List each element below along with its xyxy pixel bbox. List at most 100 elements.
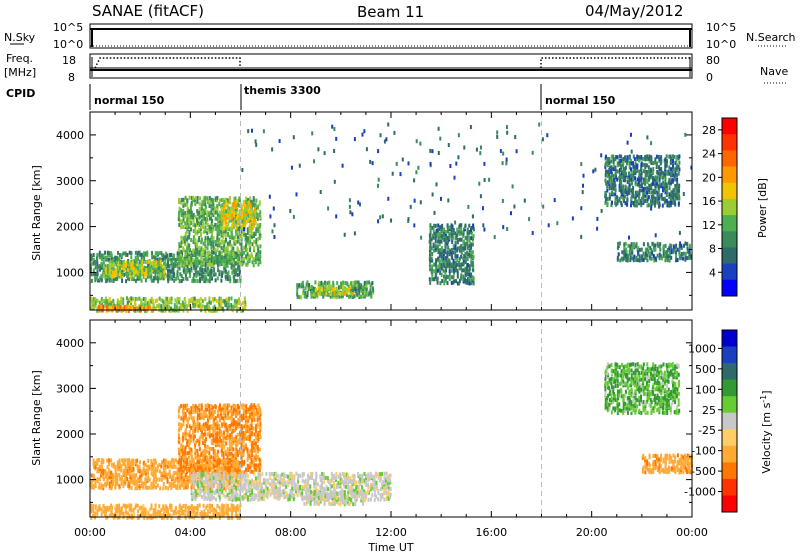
vel-cell — [168, 513, 171, 518]
vel-cell — [225, 436, 228, 441]
power-cell — [440, 229, 443, 234]
power-cell — [662, 250, 665, 255]
power-cell — [468, 269, 471, 274]
power-cell — [632, 169, 635, 174]
power-cell — [256, 216, 259, 221]
power-cell — [434, 244, 437, 249]
power-cell — [214, 256, 217, 260]
vel-cell — [108, 468, 111, 473]
power-cell — [230, 243, 233, 248]
power-cell — [447, 245, 450, 250]
power-cell — [655, 181, 658, 186]
vel-cell — [160, 464, 163, 469]
power-cell — [650, 173, 653, 178]
power-cell — [352, 281, 355, 285]
power-cell — [479, 151, 482, 156]
power-cell — [144, 300, 147, 305]
power-cell — [614, 174, 617, 179]
power-cell — [164, 266, 166, 271]
power-cell — [656, 175, 659, 180]
vel-cell — [231, 507, 234, 512]
vel-cell — [221, 472, 224, 477]
vel-cell — [114, 466, 117, 471]
vel-cell — [184, 412, 187, 416]
power-cell — [395, 161, 398, 166]
power-cell — [221, 272, 224, 277]
power-cell — [202, 261, 205, 265]
power-cell — [622, 167, 625, 172]
power-cell — [444, 256, 447, 260]
power-cell — [254, 260, 257, 265]
power-cell — [616, 201, 619, 206]
vel-cell — [162, 482, 165, 486]
vel-cell — [142, 460, 145, 465]
vel-cell — [216, 504, 219, 508]
power-cell — [247, 236, 250, 240]
power-cell — [258, 231, 261, 236]
power-cell — [462, 258, 465, 263]
vel-cell — [226, 453, 229, 458]
power-cell — [673, 173, 676, 178]
vel-cell — [128, 460, 131, 465]
power-cell — [664, 173, 667, 178]
vel-cell — [184, 472, 187, 477]
power-cell — [496, 134, 499, 139]
vel-cell — [232, 423, 235, 428]
power-cell — [429, 225, 432, 230]
power-cell — [343, 232, 346, 237]
vel-cell — [154, 471, 157, 476]
power-cell — [628, 188, 631, 193]
vel-cell — [218, 405, 221, 410]
power-cell — [247, 254, 249, 259]
vel-cell — [181, 451, 184, 456]
vel-cell — [189, 460, 192, 464]
power-cell — [140, 255, 143, 260]
power-cell — [182, 208, 185, 213]
vel-cell — [229, 471, 232, 476]
vel-cell — [216, 468, 219, 473]
vel-cell — [232, 428, 235, 433]
vel-cell — [225, 511, 228, 516]
vel-cell — [196, 462, 199, 466]
power-cell — [118, 300, 121, 305]
power-cell — [654, 160, 657, 165]
power-cell — [137, 274, 140, 279]
power-cell — [458, 223, 461, 228]
power-cell — [90, 255, 93, 260]
vel-cell — [193, 434, 196, 439]
vel-cell — [188, 446, 191, 451]
vel-cell — [198, 415, 201, 420]
power-cell — [437, 256, 440, 261]
power-cell — [625, 258, 628, 263]
power-cell — [296, 288, 299, 293]
power-cell — [438, 267, 441, 271]
vel-cell — [188, 430, 191, 435]
power-cell — [214, 247, 217, 252]
vel-cell — [100, 469, 103, 474]
vel-cell — [184, 403, 187, 408]
power-cell — [139, 260, 142, 264]
power-cell — [248, 233, 251, 238]
vel-cell — [182, 464, 185, 469]
vel-cell — [144, 481, 147, 486]
power-cell — [239, 279, 242, 284]
power-cell — [115, 270, 118, 275]
vel-cell — [92, 509, 95, 514]
vel-cell — [102, 471, 105, 476]
power-colorbar-label: Power [dB] — [756, 178, 769, 238]
vel-cell — [189, 438, 192, 443]
vel-cell — [230, 414, 233, 419]
power-cell — [453, 175, 456, 180]
power-cell — [146, 308, 149, 313]
power-cell — [663, 188, 666, 193]
power-cell — [133, 264, 135, 269]
vel-cell — [218, 457, 221, 462]
power-cell — [244, 206, 246, 211]
power-cell — [240, 242, 243, 247]
power-cell — [614, 188, 617, 193]
power-cell — [169, 257, 172, 262]
power-cell — [641, 156, 644, 161]
power-cell — [409, 204, 412, 209]
power-cell — [172, 270, 175, 275]
vel-cell — [204, 428, 207, 433]
